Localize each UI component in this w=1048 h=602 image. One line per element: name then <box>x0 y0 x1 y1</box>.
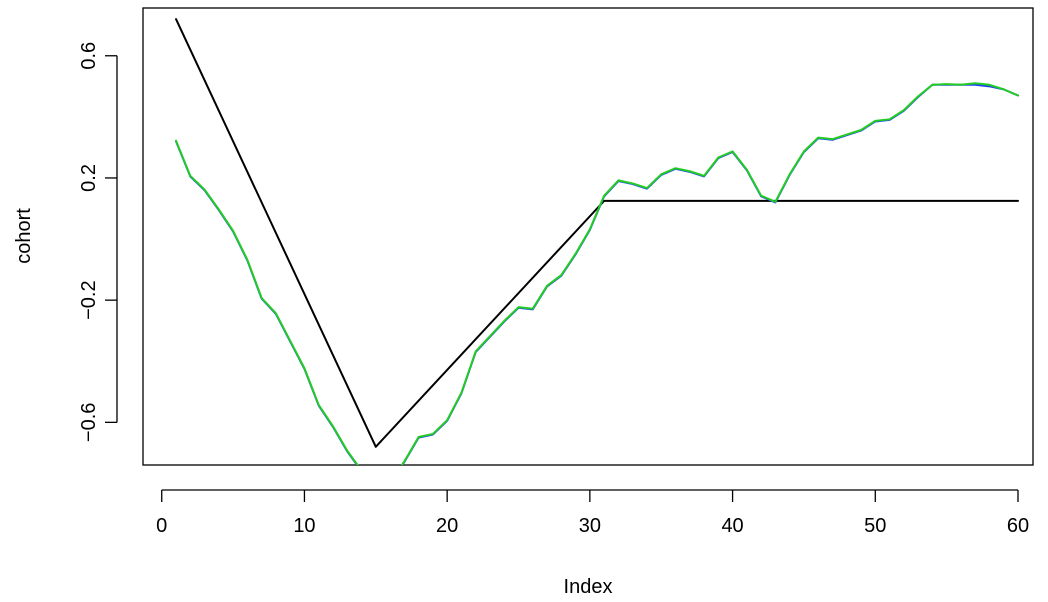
plot-frame <box>142 7 1034 466</box>
y-tick-label: 0.2 <box>78 164 100 192</box>
x-tick-label: 10 <box>293 515 315 537</box>
x-tick-label: 30 <box>579 515 601 537</box>
y-axis: −0.6 −0.2 0.2 0.6 <box>78 42 118 442</box>
x-tick-label: 20 <box>436 515 458 537</box>
x-tick-label: 50 <box>864 515 886 537</box>
x-tick-label: 40 <box>721 515 743 537</box>
x-tick-label: 60 <box>1007 515 1029 537</box>
x-axis: 0 10 20 30 40 50 60 <box>156 489 1029 537</box>
x-tick-label: 0 <box>156 515 167 537</box>
y-tick-label: −0.2 <box>78 280 100 319</box>
y-axis-label: cohort <box>13 208 35 264</box>
y-tick-label: −0.6 <box>78 403 100 442</box>
series-layer <box>175 18 1019 465</box>
x-axis-label: Index <box>564 576 613 598</box>
y-tick-label: 0.6 <box>78 42 100 70</box>
series-line-3 <box>175 82 1019 465</box>
series-line-1 <box>175 18 1019 448</box>
series-line-2 <box>175 83 1019 465</box>
